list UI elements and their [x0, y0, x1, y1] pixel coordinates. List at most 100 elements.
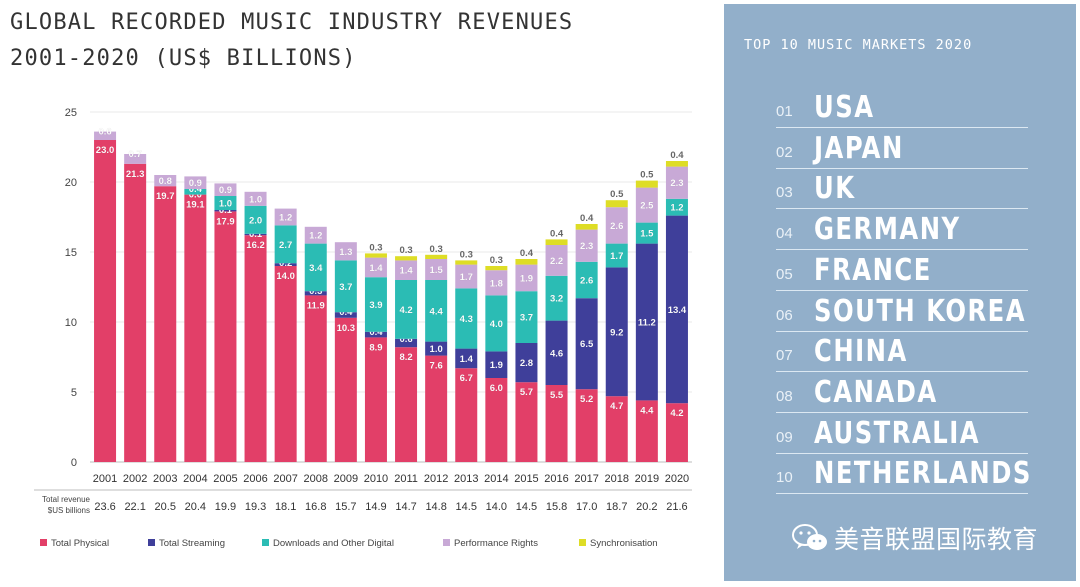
data-label: 9.2: [610, 327, 623, 338]
market-row: 04 GERMANY: [776, 209, 1028, 251]
data-label: 3.7: [520, 313, 533, 324]
data-label: 0.5: [640, 170, 654, 181]
bar-segment: [425, 254, 448, 259]
y-tick-label: 20: [65, 177, 77, 189]
data-label: 1.9: [520, 273, 533, 284]
market-row: 05 FRANCE: [776, 250, 1028, 291]
bar-segment: [334, 242, 357, 261]
bar-segment: [94, 131, 117, 140]
bar-segment: [184, 194, 207, 462]
bar-segment: [485, 295, 508, 352]
bar-segment: [665, 166, 688, 199]
data-label: 16.2: [246, 240, 265, 251]
total-value: 14.8: [425, 501, 446, 513]
bar-segment: [575, 224, 598, 230]
legend-swatch: [579, 539, 586, 546]
x-tick-label: 2006: [243, 473, 267, 485]
bar-segment: [665, 161, 688, 167]
bar-segment: [214, 183, 237, 196]
data-label: 4.2: [670, 408, 683, 419]
x-tick-label: 2004: [183, 473, 207, 485]
bar-segment: [364, 253, 387, 258]
chart-title-line1: GLOBAL RECORDED MUSIC INDUSTRY REVENUES: [10, 10, 574, 35]
bar-segment: [184, 189, 207, 195]
x-tick-label: 2015: [514, 473, 538, 485]
data-label: 2.6: [580, 276, 593, 287]
data-label: 1.5: [430, 265, 444, 276]
data-label: 2.7: [279, 240, 292, 251]
market-rank: 05: [776, 265, 793, 283]
legend-item: Synchronisation: [590, 538, 658, 549]
data-label: 1.0: [430, 344, 443, 355]
bar-segment: [485, 378, 508, 462]
legend-swatch: [148, 539, 155, 546]
bar-segment: [214, 211, 237, 462]
total-value: 14.7: [395, 501, 416, 513]
market-name: NETHERLANDS: [814, 456, 1032, 492]
bar-segment: [665, 198, 688, 216]
wechat-icon: [792, 524, 827, 550]
bar-segment: [304, 291, 327, 296]
bar-segment: [635, 222, 658, 244]
y-tick-label: 10: [65, 317, 77, 329]
data-label: 0.4: [670, 150, 684, 161]
market-rank: 07: [776, 347, 793, 365]
data-label: 1.2: [279, 213, 292, 224]
data-label: 4.3: [460, 314, 473, 325]
bar-segment: [124, 163, 147, 463]
bar-segment: [364, 331, 387, 338]
legend-swatch: [40, 539, 47, 546]
data-label: 1.3: [339, 247, 352, 258]
watermark-text: 美音联盟国际教育: [834, 525, 1039, 554]
bar-segment: [515, 343, 538, 383]
x-tick-label: 2008: [304, 473, 328, 485]
bar-segment: [425, 341, 448, 356]
data-label: 4.4: [640, 405, 654, 416]
x-tick-label: 2005: [213, 473, 237, 485]
market-rank: 04: [776, 225, 793, 243]
bar-segment: [485, 270, 508, 296]
market-row: 10 NETHERLANDS: [776, 453, 1030, 495]
bar-segment: [274, 263, 297, 266]
x-tick-label: 2018: [605, 473, 629, 485]
bar-segment: [575, 261, 598, 299]
x-tick-label: 2017: [574, 473, 598, 485]
bar-segment: [455, 260, 478, 265]
data-label: 0.4: [369, 327, 383, 338]
bar-segment: [364, 337, 387, 462]
bar-segment: [395, 256, 418, 261]
bar-segment: [575, 298, 598, 390]
data-label: 0.2: [279, 258, 292, 269]
data-label: 11.2: [638, 318, 656, 329]
legend-item: Total Streaming: [159, 538, 225, 549]
bar-segment: [545, 385, 568, 462]
x-tick-label: 2012: [424, 473, 448, 485]
market-row: 02 JAPAN: [776, 128, 1028, 169]
top-markets-panel: TOP 10 MUSIC MARKETS 2020 01 USA 02 JAPAN 03…: [724, 4, 1076, 581]
bar-segment: [575, 389, 598, 462]
bar-segment: [665, 215, 688, 404]
data-label: 11.9: [307, 300, 325, 311]
data-label: 17.9: [216, 216, 235, 227]
bar-segment: [425, 355, 448, 462]
bar-segment: [635, 243, 658, 401]
market-name: UK: [814, 171, 856, 207]
total-value: 20.5: [155, 501, 176, 513]
bar-segment: [515, 264, 538, 292]
total-value: 14.5: [456, 501, 477, 513]
bar-segment: [304, 226, 327, 244]
data-label: 3.9: [369, 300, 382, 311]
data-label: 5.5: [550, 390, 564, 401]
bar-segment: [455, 264, 478, 289]
bar-segment: [244, 233, 267, 236]
bar-segment: [455, 348, 478, 369]
x-tick-label: 2003: [153, 473, 177, 485]
data-label: 0.0: [189, 190, 202, 201]
market-row: 09 AUSTRALIA: [776, 413, 1028, 454]
total-value: 18.1: [275, 501, 296, 513]
data-label: 2.6: [610, 221, 623, 232]
bar-segment: [425, 259, 448, 280]
stacked-bar-chart: 0 5 10 15 20 25 23.0 0.6 2001 23.6 21.3 0.7 2002 22.1…: [34, 107, 692, 549]
bar-segment: [395, 347, 418, 462]
market-name: JAPAN: [814, 130, 904, 166]
